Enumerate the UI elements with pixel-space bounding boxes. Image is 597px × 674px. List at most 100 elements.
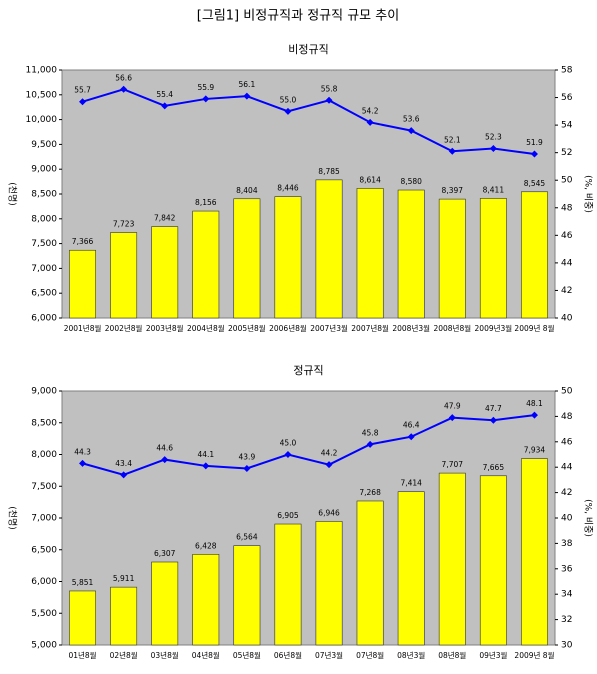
bar bbox=[192, 554, 220, 646]
bar bbox=[479, 198, 507, 319]
line-label: 44.3 bbox=[74, 447, 91, 456]
line-marker bbox=[530, 150, 538, 158]
line-marker bbox=[120, 471, 128, 479]
bar-label: 8,397 bbox=[442, 186, 464, 195]
x-tick-label: 2003년8월 bbox=[146, 323, 184, 333]
line-marker bbox=[325, 461, 333, 469]
bar bbox=[521, 191, 548, 319]
y-axis-title: (천명) bbox=[7, 506, 18, 530]
line-marker bbox=[366, 440, 374, 448]
bar-label: 7,366 bbox=[72, 237, 94, 246]
x-tick-label: 01년8월 bbox=[68, 650, 96, 660]
line-marker bbox=[202, 462, 210, 470]
chart: 비정규직 6,000 6,500 7,000 7,500 8,000 8,500 9,000 9… bbox=[7, 43, 594, 333]
y-tick-label: 9,500 bbox=[31, 140, 57, 150]
y-axis-title: (천명) bbox=[7, 182, 18, 206]
bar-label: 8,580 bbox=[400, 177, 422, 186]
bar-label: 8,545 bbox=[524, 179, 546, 188]
line-label: 55.0 bbox=[280, 95, 297, 104]
bar bbox=[315, 521, 343, 646]
line-label: 48.1 bbox=[526, 399, 543, 408]
line-label: 47.9 bbox=[444, 402, 461, 411]
bar bbox=[192, 210, 220, 319]
y2-tick-label: 32 bbox=[561, 615, 572, 625]
line-marker bbox=[243, 464, 251, 472]
bar bbox=[356, 500, 384, 646]
plot-area bbox=[61, 69, 556, 319]
line-marker bbox=[489, 416, 497, 424]
bar-label: 8,785 bbox=[318, 167, 340, 176]
line-label: 44.6 bbox=[156, 444, 173, 453]
x-tick-label: 03년8월 bbox=[151, 650, 179, 660]
x-tick-label: 09년3월 bbox=[479, 650, 507, 660]
bar-label: 6,946 bbox=[318, 508, 340, 517]
x-tick-label: 08년8월 bbox=[438, 650, 466, 660]
y-tick-label: 6,500 bbox=[31, 289, 57, 299]
y-tick-label: 8,000 bbox=[31, 450, 57, 460]
y-tick-label: 11,000 bbox=[26, 66, 58, 76]
y2-tick-label: 46 bbox=[561, 437, 573, 447]
y2-tick-label: 52 bbox=[561, 148, 572, 158]
line-label: 43.9 bbox=[239, 452, 256, 461]
line-label: 55.7 bbox=[74, 86, 91, 95]
y2-tick-label: 40 bbox=[561, 514, 573, 524]
line-label: 47.7 bbox=[485, 404, 502, 413]
x-tick-label: 08년3월 bbox=[397, 650, 425, 660]
line-label: 53.6 bbox=[403, 115, 420, 124]
x-tick-label: 02년8월 bbox=[110, 650, 138, 660]
x-tick-label: 05년8월 bbox=[233, 650, 261, 660]
chart: 정규직 5,000 5,500 6,000 6,500 7,000 7,500 8,000 8,… bbox=[7, 364, 594, 660]
x-tick-label: 2002년8월 bbox=[105, 323, 143, 333]
bar-label: 7,723 bbox=[113, 220, 135, 229]
y-tick-label: 8,000 bbox=[31, 214, 57, 224]
y2-tick-label: 40 bbox=[561, 314, 573, 324]
bar bbox=[397, 491, 425, 646]
line-marker bbox=[243, 92, 251, 100]
y2-tick-label: 30 bbox=[561, 641, 573, 651]
y2-tick-label: 46 bbox=[561, 231, 573, 241]
page-title: [그림1] 비정규직과 정규직 규모 추이 bbox=[197, 9, 399, 24]
chart-subtitle: 비정규직 bbox=[288, 43, 328, 56]
line bbox=[82, 88, 535, 156]
x-tick-label: 07년8월 bbox=[356, 650, 384, 660]
line-label: 52.3 bbox=[485, 133, 502, 142]
line-marker bbox=[530, 411, 538, 419]
y2-tick-label: 44 bbox=[561, 463, 573, 473]
line-marker bbox=[284, 451, 292, 458]
line-marker bbox=[120, 85, 128, 93]
bar bbox=[438, 472, 466, 646]
bar-label: 6,564 bbox=[236, 533, 258, 542]
y-tick-label: 7,500 bbox=[31, 482, 57, 492]
line-label: 51.9 bbox=[526, 138, 543, 147]
bar-label: 7,934 bbox=[524, 446, 546, 455]
bar-label: 6,905 bbox=[277, 511, 299, 520]
y-tick-label: 9,000 bbox=[31, 165, 57, 175]
y2-tick-label: 50 bbox=[561, 387, 573, 397]
plot-area bbox=[61, 390, 556, 646]
bar-label: 8,614 bbox=[359, 175, 381, 184]
bar-label: 8,156 bbox=[195, 198, 217, 207]
line-label: 55.9 bbox=[197, 83, 214, 92]
bar-label: 7,707 bbox=[442, 460, 464, 469]
y-tick-label: 6,000 bbox=[31, 577, 57, 587]
bar bbox=[315, 179, 343, 319]
bar bbox=[397, 189, 425, 319]
y2-tick-label: 42 bbox=[561, 488, 572, 498]
x-tick-label: 2009년 8월 bbox=[514, 650, 554, 660]
bar bbox=[356, 188, 384, 319]
bar bbox=[69, 590, 96, 646]
line-label: 44.2 bbox=[321, 449, 338, 458]
y-tick-label: 6,500 bbox=[31, 545, 57, 555]
bar-label: 8,446 bbox=[277, 184, 299, 193]
y-tick-label: 7,000 bbox=[31, 514, 57, 524]
y2-tick-label: 44 bbox=[561, 258, 573, 268]
x-tick-label: 2008년3월 bbox=[392, 323, 430, 333]
y2-axis-title: (%, 비중) bbox=[583, 175, 594, 213]
bar bbox=[233, 545, 261, 646]
y2-tick-label: 58 bbox=[561, 66, 573, 76]
bar bbox=[233, 198, 261, 319]
bar-label: 7,414 bbox=[400, 479, 422, 488]
y2-tick-label: 48 bbox=[561, 412, 573, 422]
y2-tick-label: 48 bbox=[561, 203, 573, 213]
